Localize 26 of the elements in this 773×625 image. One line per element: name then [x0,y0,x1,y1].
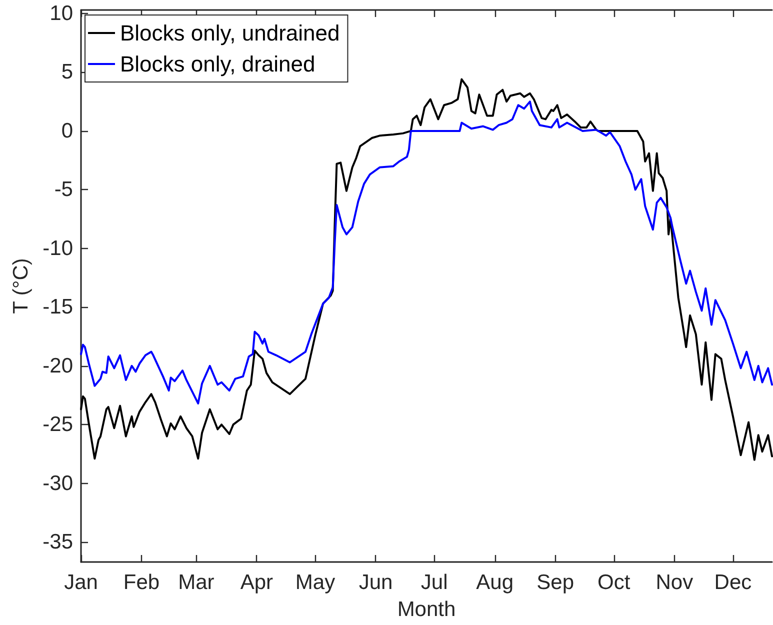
x-tick-label: Jun [358,571,393,594]
x-tick-label: Oct [598,571,630,594]
y-tick-label: 10 [50,2,73,26]
x-axis-title: Month [397,598,456,621]
x-tick-label: Jan [64,571,98,594]
y-tick-label: 0 [61,119,73,142]
y-tick-label: 5 [61,60,73,84]
x-tick-label: Jul [420,571,448,594]
y-tick-label: -25 [42,413,73,436]
y-tick-label: -30 [42,472,73,495]
y-tick-label: -5 [54,178,73,202]
y-tick-label: -20 [42,354,73,378]
x-tick-label: Feb [123,571,160,594]
legend-label: Blocks only, drained [120,52,316,76]
x-tick-label: Dec [714,571,752,594]
legend-label: Blocks only, undrained [120,20,340,46]
y-tick-label: -35 [42,530,73,554]
x-tick-label: Mar [178,571,214,594]
x-tick-label: May [295,571,336,594]
y-tick-label: -10 [42,236,73,260]
x-tick-label: Apr [240,571,274,594]
x-tick-label: Nov [656,571,694,594]
x-tick-label: Aug [476,571,514,594]
y-axis-title: T (°C) [10,258,33,314]
y-tick-label: -15 [42,296,73,319]
x-tick-label: Sep [536,571,574,594]
